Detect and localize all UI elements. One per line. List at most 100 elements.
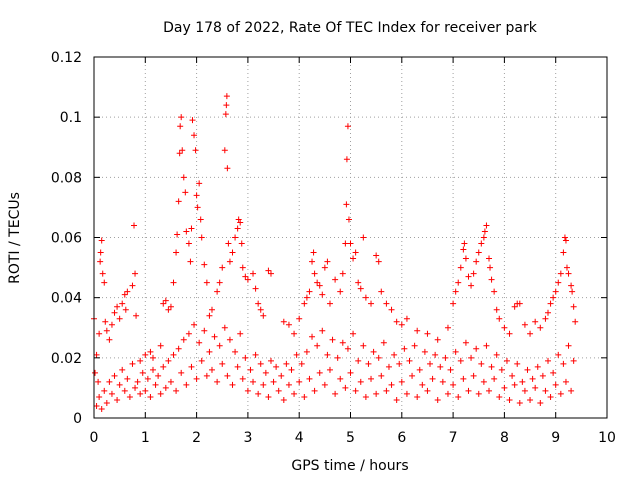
data-point	[547, 300, 554, 307]
data-point	[462, 255, 469, 262]
data-point	[347, 240, 354, 247]
data-point	[225, 240, 232, 247]
data-point	[339, 270, 346, 277]
data-point	[365, 360, 372, 367]
data-point	[285, 321, 292, 328]
data-point	[465, 273, 472, 280]
data-point	[219, 360, 226, 367]
data-point	[565, 270, 572, 277]
data-point	[92, 369, 99, 376]
data-point	[275, 387, 282, 394]
data-point	[216, 279, 223, 286]
data-point	[498, 366, 505, 373]
data-point	[319, 327, 326, 334]
data-point	[124, 288, 131, 295]
data-point	[242, 273, 249, 280]
data-point	[198, 357, 205, 364]
data-point	[182, 189, 189, 196]
data-point	[98, 405, 105, 412]
data-point	[521, 321, 528, 328]
data-point	[455, 393, 462, 400]
data-point	[516, 300, 523, 307]
data-point	[293, 351, 300, 358]
data-point	[102, 318, 109, 325]
data-point	[255, 390, 262, 397]
data-point	[539, 372, 546, 379]
data-point	[114, 303, 121, 310]
data-point	[532, 384, 539, 391]
data-point	[129, 360, 136, 367]
data-point	[175, 345, 182, 352]
data-point	[562, 237, 569, 244]
y-tick-labels: 0 0.02 0.04 0.06 0.08 0.1 0.12	[51, 50, 82, 427]
data-point	[496, 315, 503, 322]
data-point	[450, 300, 457, 307]
data-point	[529, 375, 536, 382]
data-point	[462, 339, 469, 346]
data-point	[183, 228, 190, 235]
data-point	[103, 327, 110, 334]
data-point	[452, 288, 459, 295]
data-point	[368, 375, 375, 382]
data-point	[473, 345, 480, 352]
data-point	[229, 249, 236, 256]
data-point	[475, 249, 482, 256]
data-point	[121, 291, 128, 298]
data-point	[226, 258, 233, 265]
data-point	[165, 306, 172, 313]
data-point	[473, 258, 480, 265]
x-tick-label: 8	[500, 430, 509, 446]
data-point	[157, 342, 164, 349]
data-point	[201, 327, 208, 334]
data-point	[375, 354, 382, 361]
data-point	[242, 354, 249, 361]
data-point	[503, 357, 510, 364]
data-point	[244, 276, 251, 283]
data-point	[537, 324, 544, 331]
data-point	[360, 234, 367, 241]
data-point	[188, 363, 195, 370]
data-point	[480, 234, 487, 241]
data-point	[280, 396, 287, 403]
data-point	[506, 396, 513, 403]
data-point	[239, 264, 246, 271]
data-point	[319, 291, 326, 298]
data-point	[398, 321, 405, 328]
data-point	[111, 309, 118, 316]
data-point	[501, 324, 508, 331]
data-point	[96, 393, 103, 400]
data-point	[478, 360, 485, 367]
data-point	[352, 249, 359, 256]
data-point	[229, 381, 236, 388]
data-point	[188, 225, 195, 232]
data-point	[511, 381, 518, 388]
data-point	[337, 375, 344, 382]
data-point	[260, 381, 267, 388]
data-point	[173, 249, 180, 256]
data-point	[101, 387, 108, 394]
data-point	[552, 381, 559, 388]
data-point	[506, 330, 513, 337]
data-point	[291, 330, 298, 337]
data-point	[475, 390, 482, 397]
data-point	[103, 399, 110, 406]
data-point	[162, 384, 169, 391]
data-point	[178, 114, 185, 121]
data-point	[214, 288, 221, 295]
data-point	[483, 222, 490, 229]
data-point	[481, 228, 488, 235]
data-point	[165, 357, 172, 364]
data-point	[262, 369, 269, 376]
data-point	[324, 258, 331, 265]
data-point	[234, 363, 241, 370]
data-point	[237, 219, 244, 226]
data-point	[491, 288, 498, 295]
data-point	[131, 222, 138, 229]
data-point	[514, 360, 521, 367]
data-point	[93, 351, 100, 358]
data-point	[570, 357, 577, 364]
data-point	[545, 309, 552, 316]
data-point	[342, 384, 349, 391]
x-tick-label: 0	[90, 430, 99, 446]
data-point	[224, 372, 231, 379]
